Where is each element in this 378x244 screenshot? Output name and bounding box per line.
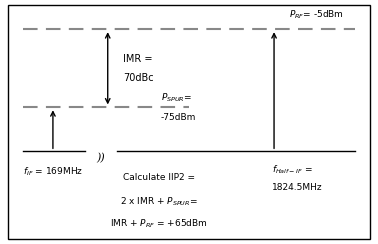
Text: )): )) (96, 152, 105, 163)
Text: -75dBm: -75dBm (161, 113, 196, 122)
Text: 70dBc: 70dBc (123, 73, 153, 83)
Text: $f_{Half-IF}$ =: $f_{Half-IF}$ = (272, 163, 313, 176)
Text: IMR =: IMR = (123, 54, 152, 63)
Text: IMR + $P_{RF}$ = +65dBm: IMR + $P_{RF}$ = +65dBm (110, 217, 208, 230)
Text: $f_{IF}$ = 169MHz: $f_{IF}$ = 169MHz (23, 166, 83, 178)
Text: 2 x IMR + $P_{SPUR}$=: 2 x IMR + $P_{SPUR}$= (120, 195, 198, 208)
Text: $P_{RF}$= -5dBm: $P_{RF}$= -5dBm (289, 8, 344, 21)
Text: 1824.5MHz: 1824.5MHz (272, 183, 323, 192)
Text: $P_{SPUR}$=: $P_{SPUR}$= (161, 91, 192, 104)
Text: Calculate IIP2 =: Calculate IIP2 = (123, 173, 195, 182)
